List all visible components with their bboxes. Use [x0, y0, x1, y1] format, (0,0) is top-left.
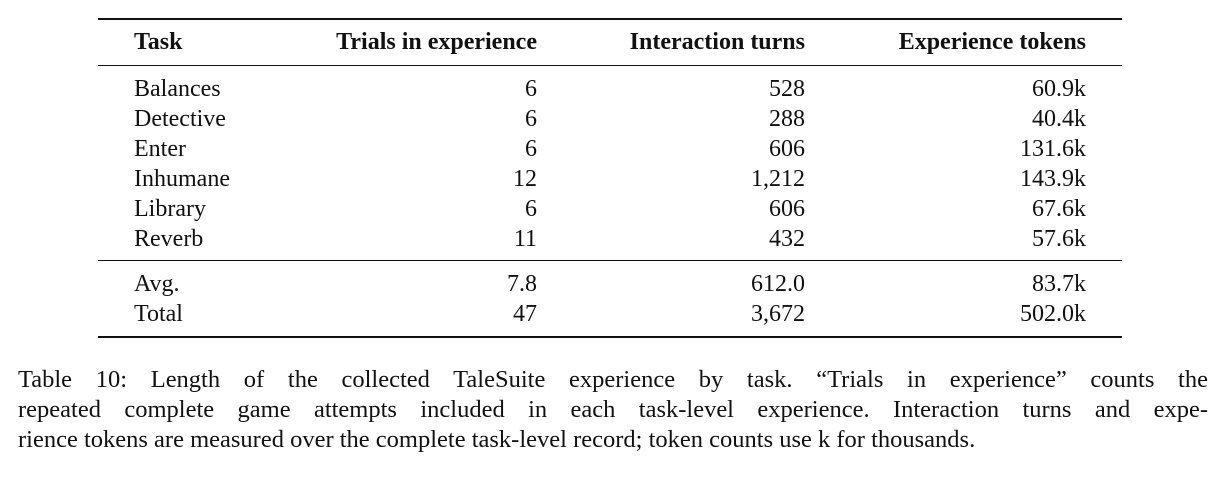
trials-cell: 6	[525, 106, 537, 132]
tokens-cell: 40.4k	[1032, 106, 1086, 132]
table-header-row: Task Trials in experience Interaction tu…	[98, 27, 1122, 57]
task-cell: Detective	[134, 106, 226, 132]
header-task: Task	[134, 29, 183, 55]
turns-cell: 3,672	[751, 301, 805, 327]
table-row: Reverb 11 432 57.6k	[98, 224, 1122, 254]
summary-row-total: Total 47 3,672 502.0k	[98, 299, 1122, 329]
summary-row-avg: Avg. 7.8 612.0 83.7k	[98, 269, 1122, 299]
trials-cell: 6	[525, 76, 537, 102]
trials-cell: 6	[525, 196, 537, 222]
top-rule	[98, 18, 1122, 20]
trials-cell: 47	[513, 301, 537, 327]
task-cell: Balances	[134, 76, 221, 102]
turns-cell: 1,212	[751, 166, 805, 192]
tokens-cell: 143.9k	[1020, 166, 1086, 192]
bottom-rule	[98, 336, 1122, 338]
table-row: Enter 6 606 131.6k	[98, 134, 1122, 164]
table-caption: Table 10: Length of the collected TaleSu…	[18, 365, 1208, 455]
caption-line: repeated complete game attempts included…	[18, 396, 1208, 423]
task-cell: Enter	[134, 136, 186, 162]
trials-cell: 12	[513, 166, 537, 192]
task-cell: Library	[134, 196, 206, 222]
tokens-cell: 502.0k	[1020, 301, 1086, 327]
table-row: Library 6 606 67.6k	[98, 194, 1122, 224]
tokens-cell: 60.9k	[1032, 76, 1086, 102]
turns-cell: 606	[769, 136, 805, 162]
summary-rule	[98, 260, 1122, 261]
tokens-cell: 83.7k	[1032, 271, 1086, 297]
trials-cell: 6	[525, 136, 537, 162]
trials-cell: 7.8	[507, 271, 537, 297]
trials-cell: 11	[513, 226, 537, 252]
tokens-cell: 131.6k	[1020, 136, 1086, 162]
caption-line: Table 10: Length of the collected TaleSu…	[18, 366, 1208, 393]
table-row: Balances 6 528 60.9k	[98, 74, 1122, 104]
turns-cell: 432	[769, 226, 805, 252]
header-turns: Interaction turns	[629, 29, 805, 55]
turns-cell: 528	[769, 76, 805, 102]
turns-cell: 612.0	[751, 271, 805, 297]
task-cell: Avg.	[134, 271, 180, 297]
caption-line: rience tokens are measured over the comp…	[18, 426, 976, 453]
table-row: Detective 6 288 40.4k	[98, 104, 1122, 134]
header-trials: Trials in experience	[336, 29, 537, 55]
tokens-cell: 57.6k	[1032, 226, 1086, 252]
tokens-cell: 67.6k	[1032, 196, 1086, 222]
task-cell: Total	[134, 301, 183, 327]
task-cell: Reverb	[134, 226, 204, 252]
turns-cell: 288	[769, 106, 805, 132]
header-tokens: Experience tokens	[898, 29, 1086, 55]
header-rule	[98, 65, 1122, 66]
task-cell: Inhumane	[134, 166, 230, 192]
turns-cell: 606	[769, 196, 805, 222]
table-row: Inhumane 12 1,212 143.9k	[98, 164, 1122, 194]
